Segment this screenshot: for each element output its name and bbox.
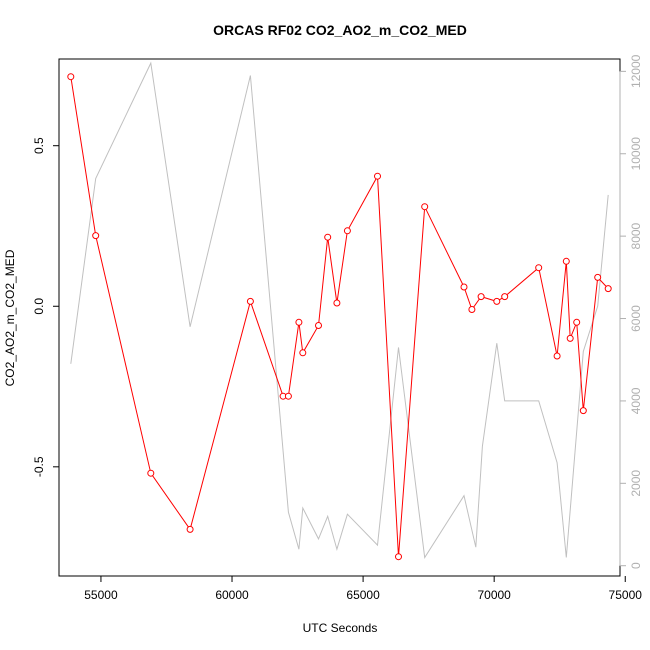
data-point xyxy=(333,299,341,307)
right-axis-series xyxy=(70,61,609,559)
data-point xyxy=(395,553,402,561)
data-point xyxy=(246,297,254,305)
y-axis-right: 0 2000 4000 6000 8000 10000 12000 xyxy=(619,54,643,569)
data-point xyxy=(594,273,602,281)
data-point xyxy=(374,172,381,180)
data-point xyxy=(468,306,476,313)
data-point xyxy=(562,257,570,265)
y2-tick-label: 0 xyxy=(629,562,643,569)
data-point xyxy=(147,469,155,477)
y-tick-label: 0.0 xyxy=(32,298,46,315)
x-axis: 55000 60000 65000 70000 75000 xyxy=(84,575,643,602)
data-point xyxy=(493,297,501,305)
y-axis-label: CO2_AO2_m_CO2_MED xyxy=(3,249,17,386)
data-point xyxy=(343,227,351,235)
data-point xyxy=(295,318,303,326)
y-tick-label: 0.5 xyxy=(32,137,46,154)
data-point xyxy=(535,264,543,272)
data-point xyxy=(421,203,429,211)
data-point xyxy=(67,73,75,81)
y2-tick-label: 10000 xyxy=(629,137,643,171)
data-point xyxy=(579,407,587,415)
left-series-line xyxy=(70,76,609,557)
data-point xyxy=(299,349,307,357)
data-point xyxy=(573,318,581,326)
data-point xyxy=(460,283,468,291)
x-axis-label: UTC Seconds xyxy=(303,621,378,635)
x-tick-label: 60000 xyxy=(215,588,249,602)
x-tick-label: 75000 xyxy=(609,588,643,602)
data-point xyxy=(566,334,574,342)
x-tick-label: 70000 xyxy=(477,588,511,602)
data-point xyxy=(315,322,322,329)
data-point xyxy=(284,392,292,400)
data-point xyxy=(186,525,194,533)
data-point xyxy=(553,352,561,360)
left-axis-series xyxy=(67,73,612,561)
y2-tick-label: 8000 xyxy=(629,222,643,249)
data-point xyxy=(604,285,612,293)
y2-tick-label: 2000 xyxy=(629,470,643,497)
chart-title: ORCAS RF02 CO2_AO2_m_CO2_MED xyxy=(213,22,467,38)
data-point xyxy=(324,233,332,241)
x-tick-label: 55000 xyxy=(84,588,118,602)
data-point xyxy=(501,293,509,301)
x-tick-label: 65000 xyxy=(346,588,380,602)
y-axis-left: -0.5 0.0 0.5 xyxy=(32,137,59,477)
y2-tick-label: 4000 xyxy=(629,387,643,414)
data-point xyxy=(92,232,100,240)
data-point xyxy=(477,293,485,301)
right-series-line xyxy=(70,61,609,559)
y2-tick-label: 6000 xyxy=(629,305,643,332)
y-tick-label: -0.5 xyxy=(32,456,46,477)
plot-frame xyxy=(58,58,621,577)
y2-tick-label: 12000 xyxy=(629,54,643,88)
